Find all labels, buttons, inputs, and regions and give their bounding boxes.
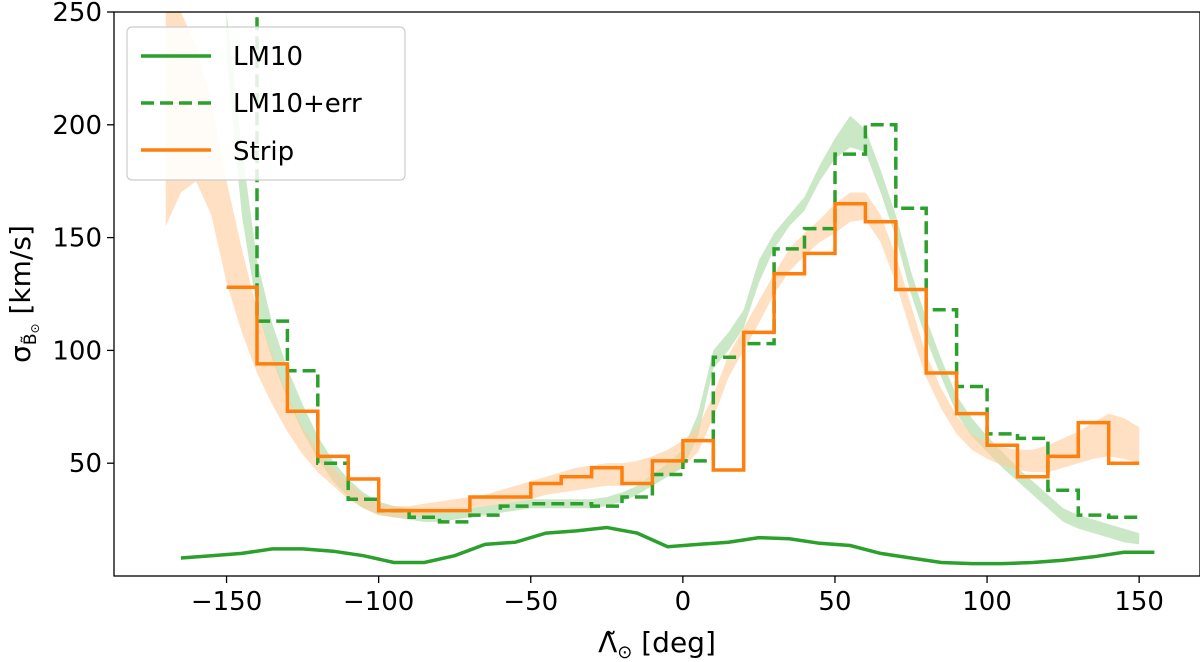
- x-tick-label: 100: [962, 587, 1012, 617]
- legend-label-strip: Strip: [233, 137, 294, 167]
- series-line-strip: [226, 202, 1140, 513]
- x-tick-label: 50: [818, 587, 851, 617]
- x-tick-label: 150: [1114, 587, 1164, 617]
- y-tick-label: 150: [52, 224, 102, 254]
- x-axis-unit: [deg]: [632, 626, 716, 659]
- series-line-lm10: [180, 525, 1155, 566]
- y-axis-symbol: σ: [4, 345, 37, 363]
- legend-box: [126, 26, 406, 181]
- y-tick-label: 50: [69, 449, 102, 479]
- y-axis-label: σB̃⊙ [km/s]: [4, 225, 42, 363]
- y-axis-ticks: 50 100 150 200 250: [52, 0, 114, 479]
- model-bands: [165, 12, 1140, 545]
- band-1: [165, 12, 1140, 518]
- x-axis-ticks: −150 −100 −50 0 50 100 150: [191, 576, 1164, 617]
- plot-frame: [113, 11, 1200, 577]
- x-tick-label: −50: [503, 587, 558, 617]
- y-tick-label: 200: [52, 111, 102, 141]
- legend-label-lm10-err: LM10+err: [233, 89, 362, 119]
- y-axis-subsubscript: ⊙: [28, 323, 42, 333]
- x-axis-label: Λ̃⊙ [deg]: [598, 626, 716, 662]
- y-tick-label: 100: [52, 336, 102, 366]
- x-tick-label: −150: [191, 587, 262, 617]
- y-axis-unit: [km/s]: [4, 225, 37, 323]
- legend: LM10 LM10+err Strip: [126, 26, 406, 181]
- x-tick-label: −100: [343, 587, 414, 617]
- x-axis-subscript: ⊙: [617, 642, 632, 662]
- legend-label-lm10: LM10: [233, 42, 303, 72]
- data-series: [180, 12, 1155, 566]
- x-axis-symbol: Λ̃: [598, 626, 617, 659]
- y-axis-subscript: B̃: [20, 333, 41, 345]
- y-tick-label: 250: [52, 0, 102, 28]
- x-tick-label: 0: [675, 587, 692, 617]
